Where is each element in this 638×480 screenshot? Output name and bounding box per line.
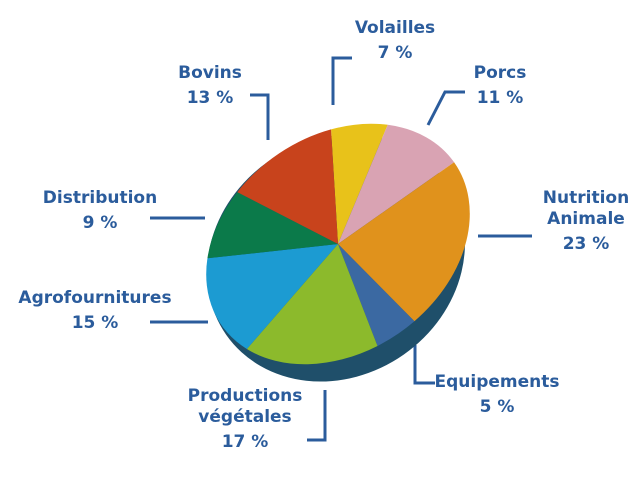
slice-label: Bovins 13 %	[178, 63, 242, 109]
category-label: Bovins	[178, 63, 242, 83]
value-label: 5 %	[479, 397, 515, 417]
value-label: 23 %	[562, 234, 610, 254]
leader-line	[331, 56, 352, 105]
pie-slice	[338, 124, 455, 244]
pie-slice	[338, 244, 415, 346]
slice-label: Volailles 7 %	[355, 18, 435, 64]
slice-label: Distribution 9 %	[43, 188, 157, 234]
pie-slice	[246, 244, 378, 365]
pie-slice	[237, 129, 338, 244]
leader-line	[413, 345, 435, 385]
slice-label: Agrofournitures 15 %	[18, 288, 171, 334]
leader-line	[250, 93, 270, 140]
category-label: Porcs	[473, 63, 527, 83]
value-label: 9 %	[82, 213, 118, 233]
category-label: Equipements	[434, 372, 560, 392]
value-label: 7 %	[377, 43, 413, 63]
slice-label: Porcs 11 %	[474, 63, 527, 109]
value-label: 15 %	[71, 313, 119, 333]
category-label: Nutrition Animale	[542, 188, 630, 229]
leaders	[150, 56, 532, 442]
pie-slice	[331, 123, 388, 244]
category-label: Productions végétales	[187, 386, 303, 427]
value-label: 13 %	[186, 88, 234, 108]
pie-slice	[338, 162, 470, 322]
value-label: 17 %	[221, 432, 269, 452]
pie-slice	[207, 192, 338, 259]
pie	[206, 123, 470, 365]
pie-slice	[206, 244, 338, 350]
leader-line	[426, 90, 465, 126]
slice-label: Equipements 5 %	[434, 372, 559, 418]
leader-line	[307, 390, 327, 442]
slice-label: Productions végétales 17 %	[180, 386, 310, 453]
slice-label: Nutrition Animale 23 %	[536, 188, 636, 255]
category-label: Agrofournitures	[18, 288, 172, 308]
category-label: Volailles	[354, 18, 436, 38]
value-label: 11 %	[476, 88, 524, 108]
category-label: Distribution	[42, 188, 158, 208]
